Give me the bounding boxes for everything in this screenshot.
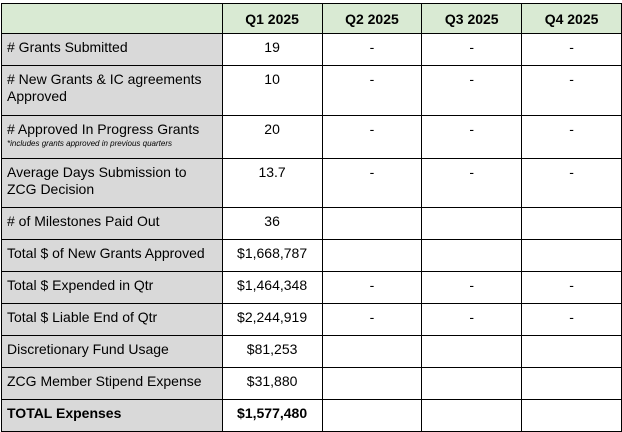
row-label: Total $ Liable End of Qtr	[1, 303, 223, 336]
cell-q4: -	[521, 158, 622, 208]
total-row: TOTAL Expenses $1,577,480	[1, 399, 622, 432]
table-row: ZCG Member Stipend Expense $31,880	[1, 367, 622, 400]
row-label-text: # New Grants & IC agreements Approved	[7, 71, 202, 104]
cell-q1: $2,244,919	[221, 303, 323, 336]
cell-q2	[321, 207, 423, 240]
cell-q4	[521, 207, 622, 240]
cell-q2: -	[321, 33, 423, 66]
cell-q3: -	[421, 303, 523, 336]
table-row: Total $ Expended in Qtr $1,464,348 - - -	[1, 271, 622, 304]
table-row: Total $ of New Grants Approved $1,668,78…	[1, 239, 622, 272]
row-label: Discretionary Fund Usage	[1, 335, 223, 368]
row-label: ZCG Member Stipend Expense	[1, 367, 223, 400]
cell-q3	[421, 207, 523, 240]
row-label-text: Total $ of New Grants Approved	[7, 245, 205, 261]
cell-q3: -	[421, 33, 523, 66]
cell-q4: -	[521, 303, 622, 336]
header-q2: Q2 2025	[321, 3, 423, 34]
cell-q3	[421, 239, 523, 272]
cell-q2: -	[321, 115, 423, 159]
table-row: Discretionary Fund Usage $81,253	[1, 335, 622, 368]
row-label-text: # Grants Submitted	[7, 39, 128, 55]
cell-q1: $1,464,348	[221, 271, 323, 304]
cell-q1: $31,880	[221, 367, 323, 400]
row-label: # Approved In Progress Grants *includes g…	[1, 115, 223, 159]
cell-q2	[321, 335, 423, 368]
header-corner-cell	[1, 3, 223, 34]
cell-q4: -	[521, 115, 622, 159]
row-label-text: # Approved In Progress Grants	[7, 121, 200, 137]
row-label: # of Milestones Paid Out	[1, 207, 223, 240]
row-label-text: ZCG Member Stipend Expense	[7, 373, 202, 389]
cell-q3: -	[421, 65, 523, 116]
cell-q3	[421, 367, 523, 400]
table-row: # Grants Submitted 19 - - -	[1, 33, 622, 66]
row-label: Total $ of New Grants Approved	[1, 239, 223, 272]
row-label: # New Grants & IC agreements Approved	[1, 65, 223, 116]
table-row: # Approved In Progress Grants *includes g…	[1, 115, 622, 159]
cell-q2: -	[321, 271, 423, 304]
cell-q1: $81,253	[221, 335, 323, 368]
row-label-text: # of Milestones Paid Out	[7, 213, 160, 229]
row-label: Total $ Expended in Qtr	[1, 271, 223, 304]
grants-metrics-table: Q1 2025 Q2 2025 Q3 2025 Q4 2025 # Grants…	[1, 3, 622, 432]
cell-q1: $1,668,787	[221, 239, 323, 272]
cell-q3	[421, 399, 523, 432]
cell-q2: -	[321, 158, 423, 208]
row-footnote: *includes grants approved in previous qu…	[7, 139, 172, 148]
row-label-text: TOTAL Expenses	[7, 405, 122, 421]
header-q4: Q4 2025	[521, 3, 622, 34]
cell-q2: -	[321, 303, 423, 336]
row-label-text: Total $ Expended in Qtr	[7, 277, 154, 293]
cell-q2	[321, 399, 423, 432]
row-label: Average Days Submission to ZCG Decision	[1, 158, 223, 208]
cell-q4: -	[521, 271, 622, 304]
cell-q4: -	[521, 33, 622, 66]
table-row: Total $ Liable End of Qtr $2,244,919 - -…	[1, 303, 622, 336]
cell-q3: -	[421, 271, 523, 304]
row-label: TOTAL Expenses	[1, 399, 223, 432]
cell-q4	[521, 335, 622, 368]
cell-q1: $1,577,480	[221, 399, 323, 432]
cell-q4	[521, 399, 622, 432]
cell-q1: 20	[221, 115, 323, 159]
row-label-text: Total $ Liable End of Qtr	[7, 309, 158, 325]
cell-q2: -	[321, 65, 423, 116]
row-label-text: Average Days Submission to ZCG Decision	[7, 164, 187, 197]
cell-q4: -	[521, 65, 622, 116]
header-q3: Q3 2025	[421, 3, 523, 34]
cell-q1: 19	[221, 33, 323, 66]
header-row: Q1 2025 Q2 2025 Q3 2025 Q4 2025	[1, 3, 622, 34]
cell-q4	[521, 367, 622, 400]
table-row: Average Days Submission to ZCG Decision …	[1, 158, 622, 208]
row-label-text: Discretionary Fund Usage	[7, 341, 169, 357]
cell-q1: 13.7	[221, 158, 323, 208]
table-row: # New Grants & IC agreements Approved 10…	[1, 65, 622, 116]
cell-q3: -	[421, 158, 523, 208]
cell-q2	[321, 367, 423, 400]
cell-q1: 36	[221, 207, 323, 240]
cell-q4	[521, 239, 622, 272]
row-label: # Grants Submitted	[1, 33, 223, 66]
cell-q2	[321, 239, 423, 272]
cell-q3: -	[421, 115, 523, 159]
header-q1: Q1 2025	[221, 3, 323, 34]
cell-q3	[421, 335, 523, 368]
table-row: # of Milestones Paid Out 36	[1, 207, 622, 240]
cell-q1: 10	[221, 65, 323, 116]
